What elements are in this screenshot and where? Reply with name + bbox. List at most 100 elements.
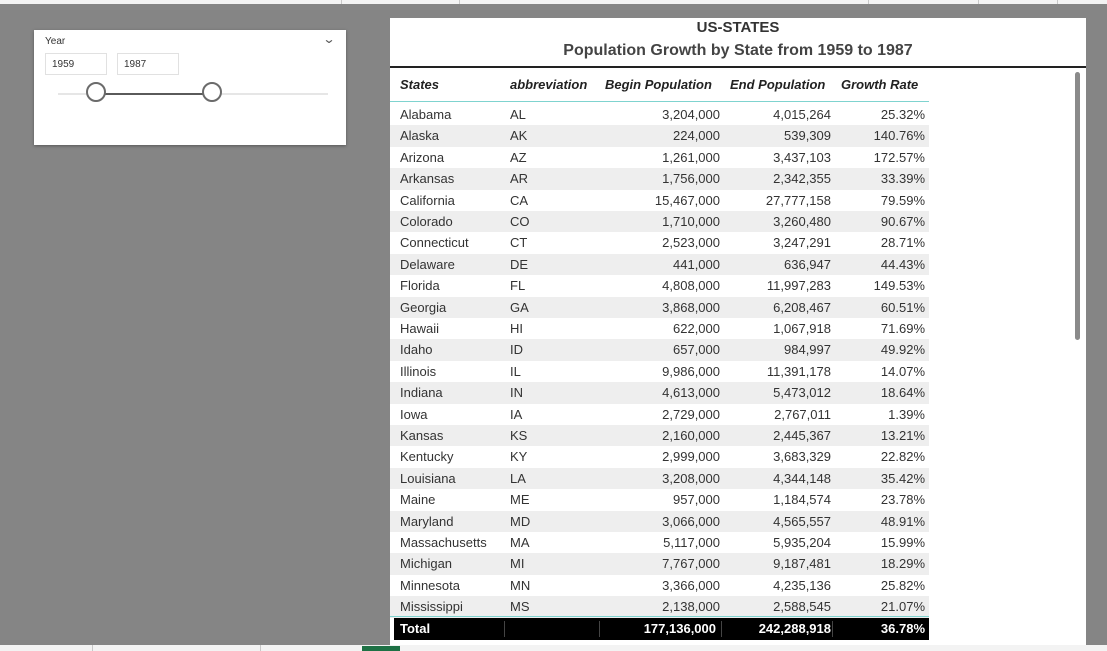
table-row[interactable]: Hawaii HI 622,000 1,067,918 71.69% <box>390 318 929 339</box>
total-row: Total 177,136,000 242,288,918 36.78% <box>394 618 929 640</box>
cell-state: Arizona <box>400 149 445 165</box>
cell-abbreviation: MD <box>510 513 531 529</box>
slicer-title: Year <box>45 36 66 47</box>
cell-growth-rate: 90.67% <box>880 214 925 229</box>
cell-begin-population: 3,366,000 <box>662 577 720 593</box>
cell-state: Illinois <box>400 363 437 379</box>
cell-end-population: 5,473,012 <box>773 385 831 401</box>
cell-abbreviation: CA <box>510 192 529 208</box>
table-row[interactable]: Florida FL 4,808,000 11,997,283 149.53% <box>390 275 929 296</box>
column-header-begin-population[interactable]: Begin Population <box>605 77 712 92</box>
cell-state: Maryland <box>400 513 454 529</box>
column-header-states[interactable]: States <box>400 77 440 92</box>
cell-state: Maine <box>400 492 436 508</box>
cell-abbreviation: ID <box>510 342 523 358</box>
cell-begin-population: 9,986,000 <box>662 363 720 379</box>
cell-abbreviation: KS <box>510 428 528 443</box>
table-row[interactable]: Indiana IN 4,613,000 5,473,012 18.64% <box>390 382 929 404</box>
cell-state: Delaware <box>400 256 455 272</box>
population-table-visual[interactable]: US-STATES Population Growth by State fro… <box>390 18 1086 651</box>
table-row[interactable]: Michigan MI 7,767,000 9,187,481 18.29% <box>390 553 929 575</box>
cell-state: Kansas <box>400 428 444 443</box>
cell-begin-population: 1,756,000 <box>662 171 720 187</box>
total-end-population: 242,288,918 <box>758 621 831 636</box>
table-row[interactable]: Minnesota MN 3,366,000 4,235,136 25.82% <box>390 575 929 596</box>
table-row[interactable]: Alabama AL 3,204,000 4,015,264 25.32% <box>390 104 929 125</box>
cell-abbreviation: HI <box>510 321 523 336</box>
start-year-slider-handle[interactable] <box>86 82 106 102</box>
cell-begin-population: 441,000 <box>673 256 720 272</box>
cell-begin-population: 957,000 <box>673 492 720 508</box>
table-row[interactable]: Arizona AZ 1,261,000 3,437,103 172.57% <box>390 147 929 168</box>
cell-state: Iowa <box>400 406 428 422</box>
table-row[interactable]: Connecticut CT 2,523,000 3,247,291 28.71% <box>390 232 929 253</box>
table-row[interactable]: Kansas KS 2,160,000 2,445,367 13.21% <box>390 425 929 447</box>
cell-end-population: 1,184,574 <box>773 492 831 508</box>
table-row[interactable]: Louisiana LA 3,208,000 4,344,148 35.42% <box>390 467 929 490</box>
table-row[interactable]: Maryland MD 3,066,000 4,565,557 48.91% <box>390 510 929 532</box>
cell-abbreviation: FL <box>510 278 526 294</box>
end-year-slider-handle[interactable] <box>202 82 222 102</box>
cell-state: Michigan <box>400 556 453 572</box>
table-row[interactable]: Alaska AK 224,000 539,309 140.76% <box>390 125 929 147</box>
cell-growth-rate: 28.71% <box>880 235 925 251</box>
cell-end-population: 4,565,557 <box>773 513 831 529</box>
end-year-input[interactable]: 1987 <box>117 53 179 75</box>
slider-selected-range <box>96 93 212 95</box>
cell-growth-rate: 48.91% <box>880 513 925 529</box>
column-header-end-population[interactable]: End Population <box>730 77 826 92</box>
cell-end-population: 11,997,283 <box>766 278 831 294</box>
cell-end-population: 27,777,158 <box>765 192 831 208</box>
cell-state: Alabama <box>400 107 452 122</box>
cell-growth-rate: 25.32% <box>880 107 925 122</box>
cell-growth-rate: 35.42% <box>880 470 925 486</box>
cell-begin-population: 3,204,000 <box>662 107 720 122</box>
start-year-input[interactable]: 1959 <box>45 53 107 75</box>
column-header-growth-rate[interactable]: Growth Rate <box>841 77 919 92</box>
table-row[interactable]: California CA 15,467,000 27,777,158 79.59% <box>390 190 929 211</box>
cell-abbreviation: AR <box>510 171 529 187</box>
active-page-tab[interactable] <box>362 646 400 651</box>
cell-begin-population: 2,999,000 <box>662 449 720 465</box>
cell-begin-population: 7,767,000 <box>662 556 720 572</box>
table-row[interactable]: Delaware DE 441,000 636,947 44.43% <box>390 253 929 276</box>
cell-begin-population: 1,261,000 <box>662 149 720 165</box>
table-row[interactable]: Maine ME 957,000 1,184,574 23.78% <box>390 489 929 510</box>
ribbon-divider <box>341 0 342 4</box>
vertical-scrollbar[interactable] <box>1075 72 1080 340</box>
cell-begin-population: 657,000 <box>673 342 720 358</box>
cell-end-population: 3,260,480 <box>773 214 831 229</box>
cell-begin-population: 5,117,000 <box>663 535 720 550</box>
column-header-abbreviation[interactable]: abbreviation <box>510 77 588 92</box>
cell-abbreviation: KY <box>510 449 528 465</box>
table-row[interactable]: Colorado CO 1,710,000 3,260,480 90.67% <box>390 211 929 233</box>
table-row[interactable]: Idaho ID 657,000 984,997 49.92% <box>390 339 929 361</box>
cell-begin-population: 2,160,000 <box>662 428 720 443</box>
header-divider <box>390 101 929 102</box>
table-row[interactable]: Massachusetts MA 5,117,000 5,935,204 15.99% <box>390 532 929 553</box>
table-row[interactable]: Arkansas AR 1,756,000 2,342,355 33.39% <box>390 168 929 190</box>
table-row[interactable]: Georgia GA 3,868,000 6,208,467 60.51% <box>390 296 929 318</box>
cell-state: Mississippi <box>400 599 463 615</box>
visual-subtitle: Population Growth by State from 1959 to … <box>563 42 913 59</box>
table-row[interactable]: Mississippi MS 2,138,000 2,588,545 21.07% <box>390 596 929 618</box>
table-row[interactable]: Kentucky KY 2,999,000 3,683,329 22.82% <box>390 446 929 467</box>
cell-begin-population: 3,208,000 <box>662 470 720 486</box>
chevron-down-icon[interactable]: ⌄ <box>322 32 336 46</box>
tab-divider <box>92 645 93 651</box>
cell-abbreviation: ME <box>510 492 530 508</box>
table-row[interactable]: Illinois IL 9,986,000 11,391,178 14.07% <box>390 361 929 382</box>
total-cell-separator <box>504 621 505 637</box>
total-cell-separator <box>721 621 722 637</box>
cell-begin-population: 2,523,000 <box>662 235 720 251</box>
cell-abbreviation: IL <box>510 363 521 379</box>
year-slicer[interactable]: Year ⌄ 1959 1987 <box>34 30 346 145</box>
table-row[interactable]: Iowa IA 2,729,000 2,767,011 1.39% <box>390 404 929 425</box>
cell-end-population: 1,067,918 <box>773 321 831 336</box>
cell-growth-rate: 33.39% <box>880 171 925 187</box>
cell-end-population: 11,391,178 <box>766 363 831 379</box>
cell-end-population: 539,309 <box>784 128 831 144</box>
cell-begin-population: 4,613,000 <box>662 385 720 401</box>
cell-end-population: 2,767,011 <box>774 406 831 422</box>
total-divider <box>390 616 929 617</box>
